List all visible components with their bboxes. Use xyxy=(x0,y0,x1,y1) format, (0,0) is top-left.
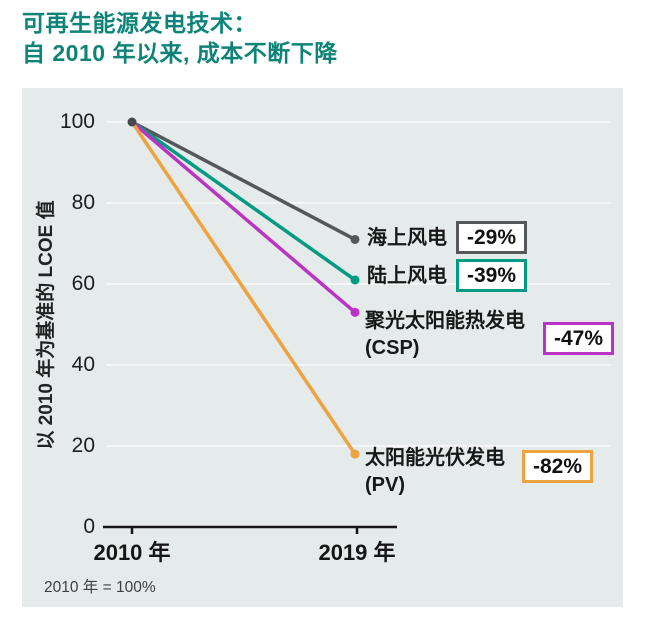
y-tick-label-60: 60 xyxy=(71,272,95,295)
series-label-csp: 聚光太阳能热发电 (CSP) xyxy=(365,308,525,362)
series-label-offshore-wind: 海上风电 xyxy=(367,227,447,249)
series-endpoint-dot-1 xyxy=(350,275,360,285)
change-badge-onshore-wind: -39% xyxy=(456,259,528,292)
series-label-pv-code: (PV) xyxy=(365,474,405,496)
series-endpoint-dot-3 xyxy=(350,449,360,459)
series-start-dot xyxy=(127,117,137,127)
y-tick-label-40: 40 xyxy=(71,353,95,376)
series-endpoint-dot-0 xyxy=(350,234,360,244)
chart-panel: 以 2010 年为基准的 LCOE 值 0 20 40 60 80 100 2010 年 … xyxy=(22,88,623,607)
series-line-3 xyxy=(130,120,357,456)
y-tick-label-0: 0 xyxy=(83,515,95,538)
x-tick-2019: 2019 年 xyxy=(318,540,396,565)
chart-title-line2: 自 2010 年以来, 成本不断下降 xyxy=(22,40,338,66)
series-label-pv: 太阳能光伏发电 (PV) xyxy=(365,445,505,499)
y-tick-label-20: 20 xyxy=(71,434,95,457)
baseline-footnote: 2010 年 = 100% xyxy=(44,579,156,596)
series-line-2 xyxy=(130,120,357,315)
x-tick-2010: 2010 年 xyxy=(93,540,171,565)
change-badge-offshore-wind: -29% xyxy=(456,221,528,254)
chart-title: 可再生能源发电技术： 自 2010 年以来, 成本不断下降 xyxy=(22,8,622,68)
y-tick-label-100: 100 xyxy=(59,110,95,133)
series-line-1 xyxy=(130,120,357,282)
series-label-pv-name: 太阳能光伏发电 xyxy=(365,447,505,469)
series-endpoint-dot-2 xyxy=(350,307,360,317)
series-label-onshore-wind: 陆上风电 xyxy=(367,265,447,287)
series-line-0 xyxy=(130,120,357,242)
chart-title-line1: 可再生能源发电技术： xyxy=(22,10,257,36)
change-badge-pv: -82% xyxy=(522,450,594,483)
slope-chart-svg xyxy=(103,117,611,534)
series-label-csp-name: 聚光太阳能热发电 xyxy=(365,310,525,332)
change-badge-csp: -47% xyxy=(543,322,615,355)
y-tick-label-80: 80 xyxy=(71,191,95,214)
series-label-csp-code: (CSP) xyxy=(365,337,420,359)
